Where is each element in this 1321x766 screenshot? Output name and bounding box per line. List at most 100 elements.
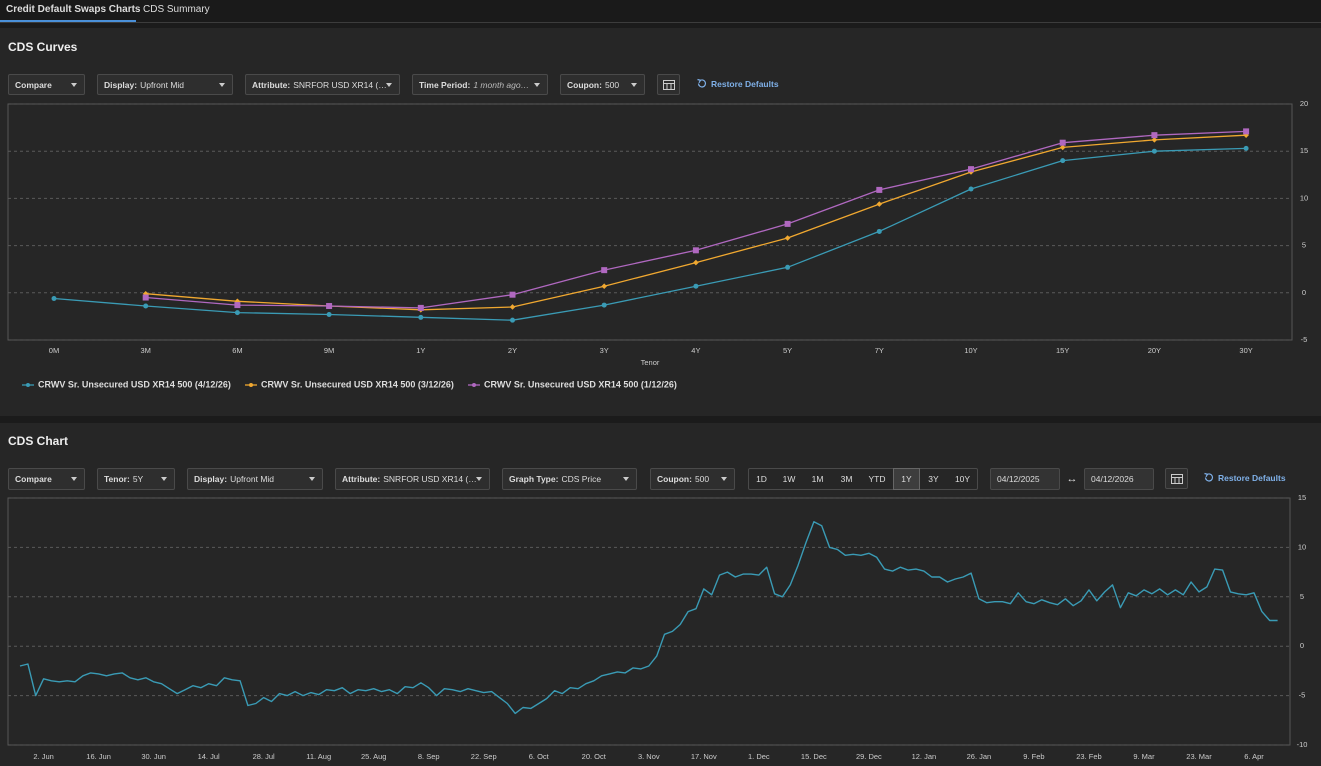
dropdown[interactable]: Graph Type: CDS Price <box>502 468 637 490</box>
y-tick-label: 15 <box>1298 493 1306 502</box>
x-tick-label: 23. Feb <box>1076 752 1101 761</box>
y-tick-label: 0 <box>1302 288 1306 297</box>
tab-bar <box>0 0 1321 23</box>
x-tick-label: 1. Dec <box>748 752 770 761</box>
marker <box>601 283 607 289</box>
dropdown[interactable]: Coupon: 500 <box>650 468 735 490</box>
x-tick-label: 9. Mar <box>1133 752 1155 761</box>
dropdown[interactable]: Attribute: SNRFOR USD XR14 (… <box>245 74 400 95</box>
period-button[interactable]: 1M <box>811 474 824 484</box>
period-button[interactable]: 3Y <box>928 474 939 484</box>
dropdown[interactable]: Display: Upfront Mid <box>187 468 323 490</box>
dropdown[interactable]: Compare <box>8 468 85 490</box>
marker <box>692 247 699 254</box>
dropdown-value: 500 <box>604 79 620 90</box>
marker <box>234 302 241 309</box>
dropdown[interactable]: Tenor: 5Y <box>97 468 175 490</box>
restore-icon <box>1204 472 1214 482</box>
x-tick-label: 15Y <box>1056 346 1069 355</box>
marker <box>693 259 699 266</box>
restore-defaults-text[interactable]: Restore Defaults <box>1218 472 1286 483</box>
x-tick-label: 2Y <box>508 346 517 355</box>
period-group <box>748 468 978 490</box>
panel-title: CDS Curves <box>8 40 78 54</box>
date-input[interactable]: 04/12/2026 <box>1084 468 1154 490</box>
dropdown-label: Coupon: <box>567 79 602 90</box>
table-button[interactable] <box>1165 468 1188 489</box>
restore-defaults-text[interactable]: Restore Defaults <box>711 78 779 89</box>
dropdown[interactable]: Coupon: 500 <box>560 74 645 95</box>
x-tick-label: 26. Jan <box>967 752 992 761</box>
period-button[interactable]: 1D <box>756 474 767 484</box>
x-tick-label: 12. Jan <box>912 752 937 761</box>
marker <box>968 166 974 173</box>
active-tab-indicator <box>0 20 136 22</box>
restore-defaults[interactable]: Restore Defaults <box>1203 472 1286 483</box>
dropdown-value: CDS Price <box>561 474 602 484</box>
panel-title: CDS Chart <box>8 434 69 448</box>
tab[interactable]: Credit Default Swaps Charts <box>6 4 141 15</box>
period-button[interactable]: YTD <box>868 474 886 484</box>
marker <box>1243 128 1250 135</box>
marker <box>326 303 333 310</box>
x-tick-label: 3Y <box>600 346 609 355</box>
legend-marker <box>26 383 30 387</box>
x-tick-label: 6. Apr <box>1244 752 1264 761</box>
x-tick-label: 14. Jul <box>198 752 220 761</box>
y-tick-label: 20 <box>1300 99 1308 108</box>
x-tick-label: 1Y <box>416 346 425 355</box>
x-axis-label: Tenor <box>641 358 660 367</box>
x-tick-label: 3M <box>140 346 150 355</box>
period-button[interactable]: 1W <box>782 474 796 484</box>
marker <box>1243 145 1249 151</box>
marker <box>418 314 424 320</box>
x-tick-label: 0M <box>49 346 59 355</box>
x-tick-label: 9M <box>324 346 334 355</box>
marker <box>510 317 515 323</box>
marker <box>142 294 149 301</box>
x-tick-label: 20. Oct <box>582 752 607 761</box>
marker <box>876 201 883 207</box>
dropdown[interactable]: Display: Upfront Mid <box>97 74 233 95</box>
marker <box>51 295 57 301</box>
table-button[interactable] <box>657 74 680 95</box>
date-input[interactable]: 04/12/2025 <box>990 468 1060 490</box>
dropdown-label: Compare <box>15 474 52 484</box>
dropdown-caret <box>219 82 225 87</box>
dropdown-label: Display: <box>104 79 138 90</box>
marker <box>234 298 241 305</box>
x-tick-label: 6. Oct <box>529 752 550 761</box>
x-tick-label: 11. Aug <box>306 752 331 761</box>
marker <box>1151 132 1158 139</box>
table-icon <box>1170 473 1183 484</box>
x-tick-label: 8. Sep <box>418 752 440 761</box>
period-button[interactable]: 1Y <box>893 468 920 490</box>
dropdown[interactable]: Time Period: 1 month ago… <box>412 74 548 95</box>
marker <box>143 303 149 309</box>
x-tick-label: 22. Sep <box>471 752 497 761</box>
x-tick-label: 16. Jun <box>86 752 111 761</box>
dropdown-value: SNRFOR USD XR14 (… <box>383 474 477 484</box>
dropdown-value: Upfront Mid <box>230 474 275 484</box>
dropdown[interactable]: Compare <box>8 74 85 95</box>
legend-label: CRWV Sr. Unsecured USD XR14 500 (1/12/26… <box>484 379 677 389</box>
restore-defaults[interactable]: Restore Defaults <box>696 78 779 89</box>
marker <box>326 312 332 318</box>
period-button[interactable]: 10Y <box>954 474 971 484</box>
dropdown[interactable]: Attribute: SNRFOR USD XR14 (… <box>335 468 490 490</box>
dropdown-caret <box>386 82 392 87</box>
tab[interactable]: CDS Summary <box>143 4 210 15</box>
x-tick-label: 23. Mar <box>1186 752 1212 761</box>
y-tick-label: 5 <box>1300 592 1304 601</box>
marker <box>785 264 791 270</box>
marker <box>784 220 791 227</box>
dropdown-caret <box>476 477 482 481</box>
marker <box>142 290 149 297</box>
x-tick-label: 15. Dec <box>801 752 827 761</box>
dropdown-caret <box>309 477 315 481</box>
dropdown-caret <box>623 477 629 481</box>
period-button[interactable]: 3M <box>840 474 853 484</box>
marker <box>1151 148 1157 154</box>
x-tick-label: 3. Nov <box>638 752 660 761</box>
